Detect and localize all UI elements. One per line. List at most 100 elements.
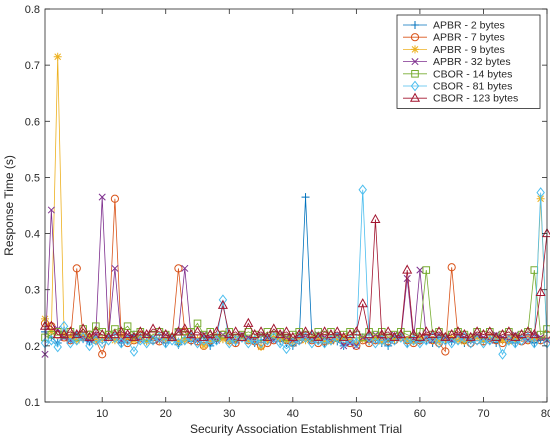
data-point [523, 332, 533, 343]
data-point [503, 326, 514, 336]
data-point [275, 337, 285, 349]
data-point [230, 326, 241, 336]
data-point [136, 335, 145, 344]
data-point [447, 337, 456, 349]
data-point [294, 328, 305, 339]
data-point [383, 337, 393, 349]
legend-item-cbor-81-bytes: CBOR - 81 bytes [403, 81, 512, 93]
data-point [281, 326, 292, 336]
data-point [472, 334, 482, 346]
data-point [122, 328, 133, 339]
data-point [332, 326, 343, 336]
data-point [192, 326, 203, 336]
legend-marker [411, 45, 419, 54]
data-point [522, 326, 533, 336]
data-point [301, 336, 310, 345]
data-point [472, 326, 483, 336]
data-point [199, 334, 209, 346]
legend-item-apbr-7-bytes: APBR - 7 bytes [403, 32, 505, 44]
data-point [535, 286, 546, 297]
y-tick-label: 0.8 [25, 4, 40, 16]
data-point [174, 337, 183, 346]
legend-label: CBOR - 14 bytes [433, 68, 512, 80]
legend-label: APBR - 2 bytes [433, 20, 505, 32]
data-point [79, 331, 88, 340]
data-point [510, 331, 521, 341]
data-point [92, 322, 100, 331]
data-point [319, 326, 330, 336]
data-point [66, 337, 75, 349]
data-point [364, 328, 375, 339]
data-point [434, 337, 443, 346]
data-point [358, 335, 367, 344]
data-point [59, 328, 70, 339]
data-point [441, 334, 450, 346]
data-point [370, 213, 381, 224]
data-point [148, 334, 158, 346]
data-point [294, 334, 304, 346]
data-point [517, 334, 526, 346]
data-point [498, 336, 507, 345]
data-point [224, 328, 235, 339]
data-point [141, 328, 152, 339]
data-point [338, 331, 349, 341]
data-point [364, 332, 374, 343]
data-point [530, 337, 539, 349]
data-point [262, 331, 273, 341]
data-point [389, 331, 400, 341]
x-tick-label: 10 [96, 408, 108, 420]
data-point [473, 333, 482, 342]
series-cbor-81-bytes [40, 184, 550, 360]
legend-label: APBR - 32 bytes [433, 56, 511, 68]
data-point [186, 328, 197, 339]
data-point [142, 337, 151, 346]
data-point [212, 334, 221, 346]
data-point [142, 337, 151, 349]
data-point [288, 337, 298, 349]
data-point [529, 328, 540, 339]
data-point [339, 337, 348, 349]
data-point [377, 337, 386, 346]
data-point [452, 326, 464, 336]
data-point [53, 52, 62, 61]
y-tick-label: 0.3 [25, 285, 40, 297]
data-point [504, 334, 514, 346]
legend-item-apbr-9-bytes: APBR - 9 bytes [403, 44, 505, 56]
data-point [46, 320, 57, 330]
data-point [326, 337, 335, 346]
data-point [136, 334, 145, 346]
data-point [320, 337, 329, 349]
y-tick-label: 0.2 [25, 341, 40, 353]
x-tick-label: 50 [350, 408, 362, 420]
x-tick-label: 40 [287, 408, 299, 420]
y-tick-label: 0.5 [25, 172, 40, 184]
data-point [403, 336, 412, 345]
data-point [90, 326, 101, 336]
data-point [97, 337, 107, 349]
legend-item-cbor-123-bytes: CBOR - 123 bytes [403, 92, 518, 105]
data-point [498, 348, 507, 360]
data-point [217, 299, 228, 309]
data-point [441, 335, 450, 344]
data-point [414, 331, 425, 341]
data-point [427, 328, 438, 339]
series-cbor-123-bytes [39, 213, 550, 341]
data-point [256, 326, 267, 336]
data-point [249, 328, 260, 339]
data-point [371, 337, 380, 349]
data-point [345, 334, 355, 346]
data-point [205, 337, 215, 349]
data-point [52, 328, 63, 339]
data-point [110, 336, 119, 345]
data-point [491, 332, 501, 343]
data-point [516, 328, 527, 339]
data-point [447, 263, 456, 272]
data-point [301, 332, 310, 343]
data-point [180, 334, 190, 346]
data-point [408, 328, 419, 339]
data-point [465, 331, 476, 341]
data-point [402, 337, 412, 349]
data-point [237, 332, 247, 343]
data-point [244, 336, 253, 345]
